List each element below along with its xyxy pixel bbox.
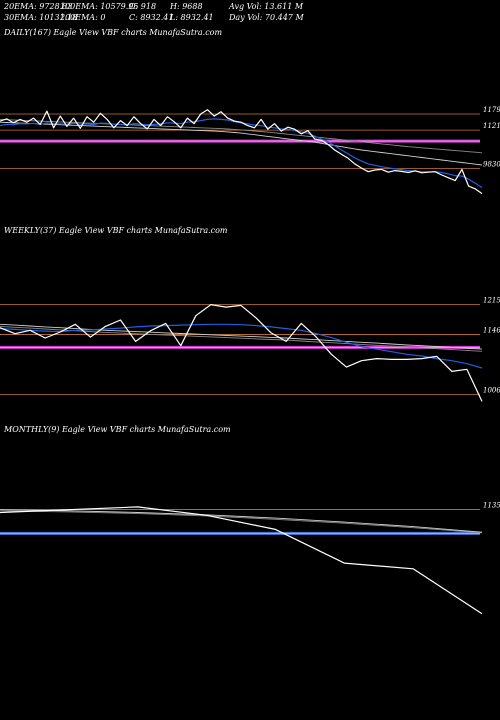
weekly-panel-title: WEEKLY(37) Eagle View VBF charts MunafaS… — [4, 226, 228, 235]
low-label: L: 8932.41 — [170, 13, 214, 22]
monthly-level-label: 11352 — [483, 502, 500, 510]
avg-vol-label: Avg Vol: 13.611 M — [229, 2, 304, 11]
ema200-label: 200EMA: 0 — [60, 13, 106, 22]
daily-level-label: 9830 — [483, 161, 500, 169]
weekly-series-line-2 — [0, 323, 483, 350]
ema30-label: 30EMA: 10131.18 — [4, 13, 78, 22]
daily-series-line-2 — [0, 121, 483, 166]
close-label: C: 8932.41 — [129, 13, 174, 22]
daily-level-label: 11216 — [483, 122, 500, 130]
open-label: O: 918 — [129, 2, 157, 11]
weekly-level-label: 11460 — [483, 327, 500, 335]
daily-panel-title: DAILY(167) Eagle View VBF charts MunafaS… — [4, 28, 223, 37]
monthly-series-line-1 — [0, 509, 483, 533]
high-label: H: 9688 — [170, 2, 203, 11]
day-vol-label: Day Vol: 70.447 M — [229, 13, 304, 22]
monthly-series-line-2 — [0, 510, 483, 534]
weekly-series-line-1 — [0, 323, 483, 369]
daily-series-line-0 — [0, 109, 483, 195]
weekly-series-line-3 — [0, 325, 483, 352]
daily-series-line-1 — [0, 118, 483, 189]
weekly-series-line-0 — [0, 304, 483, 402]
monthly-panel-title: MONTHLY(9) Eagle View VBF charts MunafaS… — [4, 425, 231, 434]
daily-level-label: 11795 — [483, 106, 500, 114]
weekly-level-label: 10061 — [483, 387, 500, 395]
ema100-label: 100EMA: 10579.95 — [60, 2, 139, 11]
weekly-level-label: 12159 — [483, 297, 500, 305]
monthly-series-line-0 — [0, 506, 483, 615]
ema20-label: 20EMA: 9728.83 — [4, 2, 73, 11]
daily-series-line-3 — [0, 118, 483, 154]
